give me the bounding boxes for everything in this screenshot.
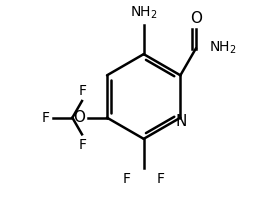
Text: F: F: [42, 111, 50, 125]
Text: O: O: [73, 110, 85, 125]
Text: F: F: [122, 172, 130, 186]
Text: N: N: [176, 114, 187, 129]
Text: O: O: [190, 11, 202, 26]
Text: NH$_2$: NH$_2$: [130, 5, 157, 21]
Text: F: F: [79, 138, 87, 152]
Text: F: F: [157, 172, 165, 186]
Text: F: F: [79, 84, 87, 98]
Text: NH$_2$: NH$_2$: [209, 39, 237, 56]
